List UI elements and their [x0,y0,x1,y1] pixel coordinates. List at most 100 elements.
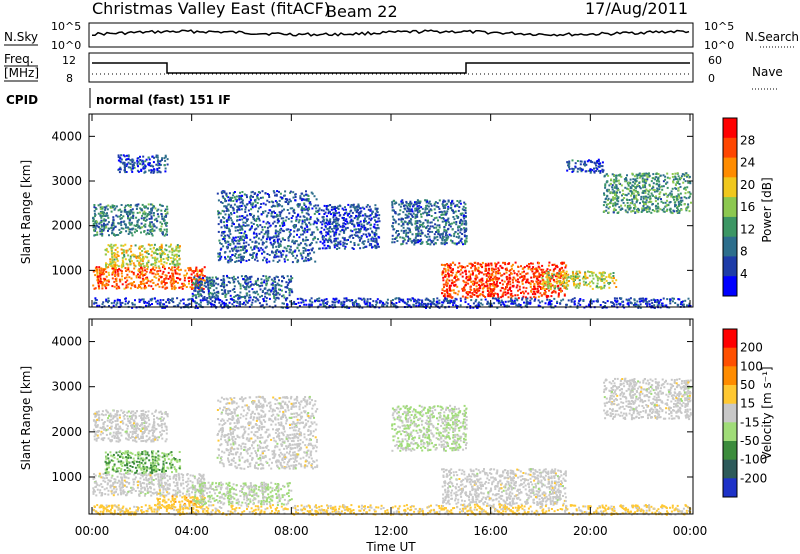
data-cell [536,285,539,288]
data-cell [308,218,311,221]
data-cell [267,212,270,214]
data-cell [297,203,300,206]
data-cell [444,269,447,272]
data-cell [120,158,123,161]
data-cell [626,211,629,214]
data-cell [614,191,616,194]
data-cell [138,264,141,267]
data-cell [131,211,134,214]
data-cell [138,247,141,250]
data-cell [584,276,587,278]
data-cell [96,221,99,224]
data-cell [116,259,119,262]
data-cell [265,238,268,241]
data-cell [521,279,524,282]
data-cell [575,285,578,288]
data-cell [215,276,217,279]
data-cell [124,204,127,207]
data-cell [161,253,164,256]
data-cell [226,260,229,263]
data-cell [242,248,245,251]
data-cell [643,178,646,181]
data-cell [577,286,580,289]
data-cell [113,258,116,261]
data-cell [646,176,649,179]
data-cell [396,234,399,237]
data-cell [358,224,361,227]
data-cell [451,240,454,243]
data-cell [494,264,497,267]
data-cell [104,285,107,288]
data-cell [292,196,295,199]
data-cell [128,276,131,279]
data-cell [168,250,171,253]
data-cell [164,277,167,280]
data-cell [465,281,468,284]
data-cell [141,273,144,276]
data-cell [136,220,139,223]
data-cell [612,203,615,206]
data-cell [464,284,467,287]
data-cell [541,276,544,279]
data-cell [445,221,448,224]
data-cell [135,274,138,277]
data-cell [154,252,157,254]
data-cell [233,203,236,206]
data-cell [237,236,240,239]
data-cell [437,219,439,222]
data-cell [127,266,130,269]
data-cell [178,263,181,266]
data-cell [353,207,356,210]
data-cell [118,171,121,174]
data-cell [299,195,302,198]
data-cell [252,283,255,286]
data-cell [141,250,144,252]
data-cell [303,204,306,207]
data-cell [664,178,667,181]
data-cell [437,228,440,231]
data-cell [94,234,97,236]
data-cell [99,270,102,273]
data-cell [415,235,418,238]
data-cell [159,171,162,174]
data-cell [176,244,179,247]
data-cell [268,196,271,198]
data-cell [427,242,430,245]
data-cell [473,288,476,290]
data-cell [229,256,232,258]
data-cell [538,275,541,278]
data-cell [197,295,200,298]
data-cell [209,283,212,285]
data-cell [107,221,110,224]
data-cell [221,209,224,212]
data-cell [298,203,301,206]
data-cell [589,281,591,284]
data-cell [253,193,256,195]
data-cell [506,269,508,271]
data-cell [312,238,315,240]
data-cell [153,275,156,278]
data-region [92,203,169,237]
data-cell [617,179,620,182]
data-cell [300,199,303,202]
data-cell [241,191,244,193]
data-cell [128,212,131,215]
data-cell [463,289,466,291]
data-cell [560,267,563,270]
data-cell [103,279,106,282]
data-cell [125,165,128,167]
data-cell [582,280,585,283]
data-cell [155,217,158,220]
data-cell [217,283,220,286]
data-cell [92,218,95,221]
data-cell [643,174,646,177]
data-cell [143,224,146,227]
data-cell [579,271,582,274]
data-cell [586,276,589,279]
data-cell [146,264,149,267]
data-cell [273,241,276,244]
data-cell [444,268,447,271]
data-cell [244,230,247,233]
data-cell [146,215,149,218]
data-cell [227,213,230,216]
